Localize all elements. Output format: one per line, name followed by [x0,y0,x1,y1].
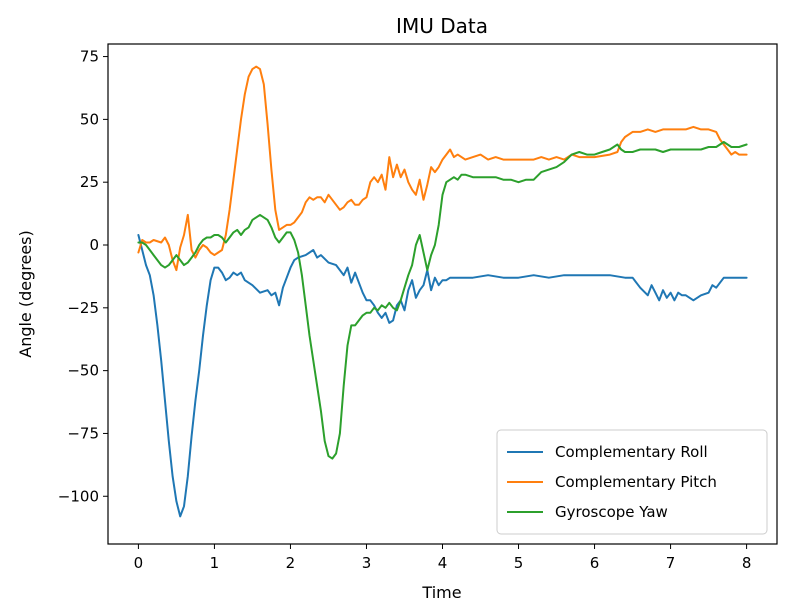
x-tick-label: 3 [362,554,372,572]
x-tick-label: 0 [134,554,144,572]
y-tick-label: −75 [67,424,99,442]
x-tick-label: 6 [590,554,600,572]
x-tick-label: 1 [210,554,220,572]
x-axis-label: Time [421,583,461,602]
x-tick-label: 2 [286,554,296,572]
chart-title: IMU Data [396,14,488,38]
legend-box [496,429,768,535]
legend-label-gyroscope-yaw: Gyroscope Yaw [555,503,668,521]
series-line-gyroscope-yaw [137,141,748,460]
x-axis-ticks: 0 1 2 3 4 5 6 7 8 [134,544,752,572]
series-line-complementary-roll [137,234,748,518]
y-axis-ticks: 75 50 25 0 −25 −50 −75 −100 [58,48,108,505]
y-tick-label: 0 [89,236,99,254]
x-tick-label: 7 [666,554,676,572]
y-tick-label: −25 [67,299,99,317]
y-tick-label: 25 [80,173,99,191]
legend: Complementary Roll Complementary Pitch Gyr… [496,429,768,535]
x-tick-label: 4 [438,554,448,572]
x-tick-label: 5 [514,554,524,572]
legend-label-complementary-pitch: Complementary Pitch [555,473,717,491]
x-tick-label: 8 [742,554,752,572]
y-tick-label: 50 [80,110,99,128]
y-axis-label: Angle (degrees) [16,230,35,358]
series-layer [137,65,748,518]
series-line-complementary-pitch [137,65,748,272]
y-tick-label: −100 [58,487,99,505]
y-tick-label: −50 [67,362,99,380]
legend-label-complementary-roll: Complementary Roll [555,443,708,461]
y-tick-label: 75 [80,48,99,66]
